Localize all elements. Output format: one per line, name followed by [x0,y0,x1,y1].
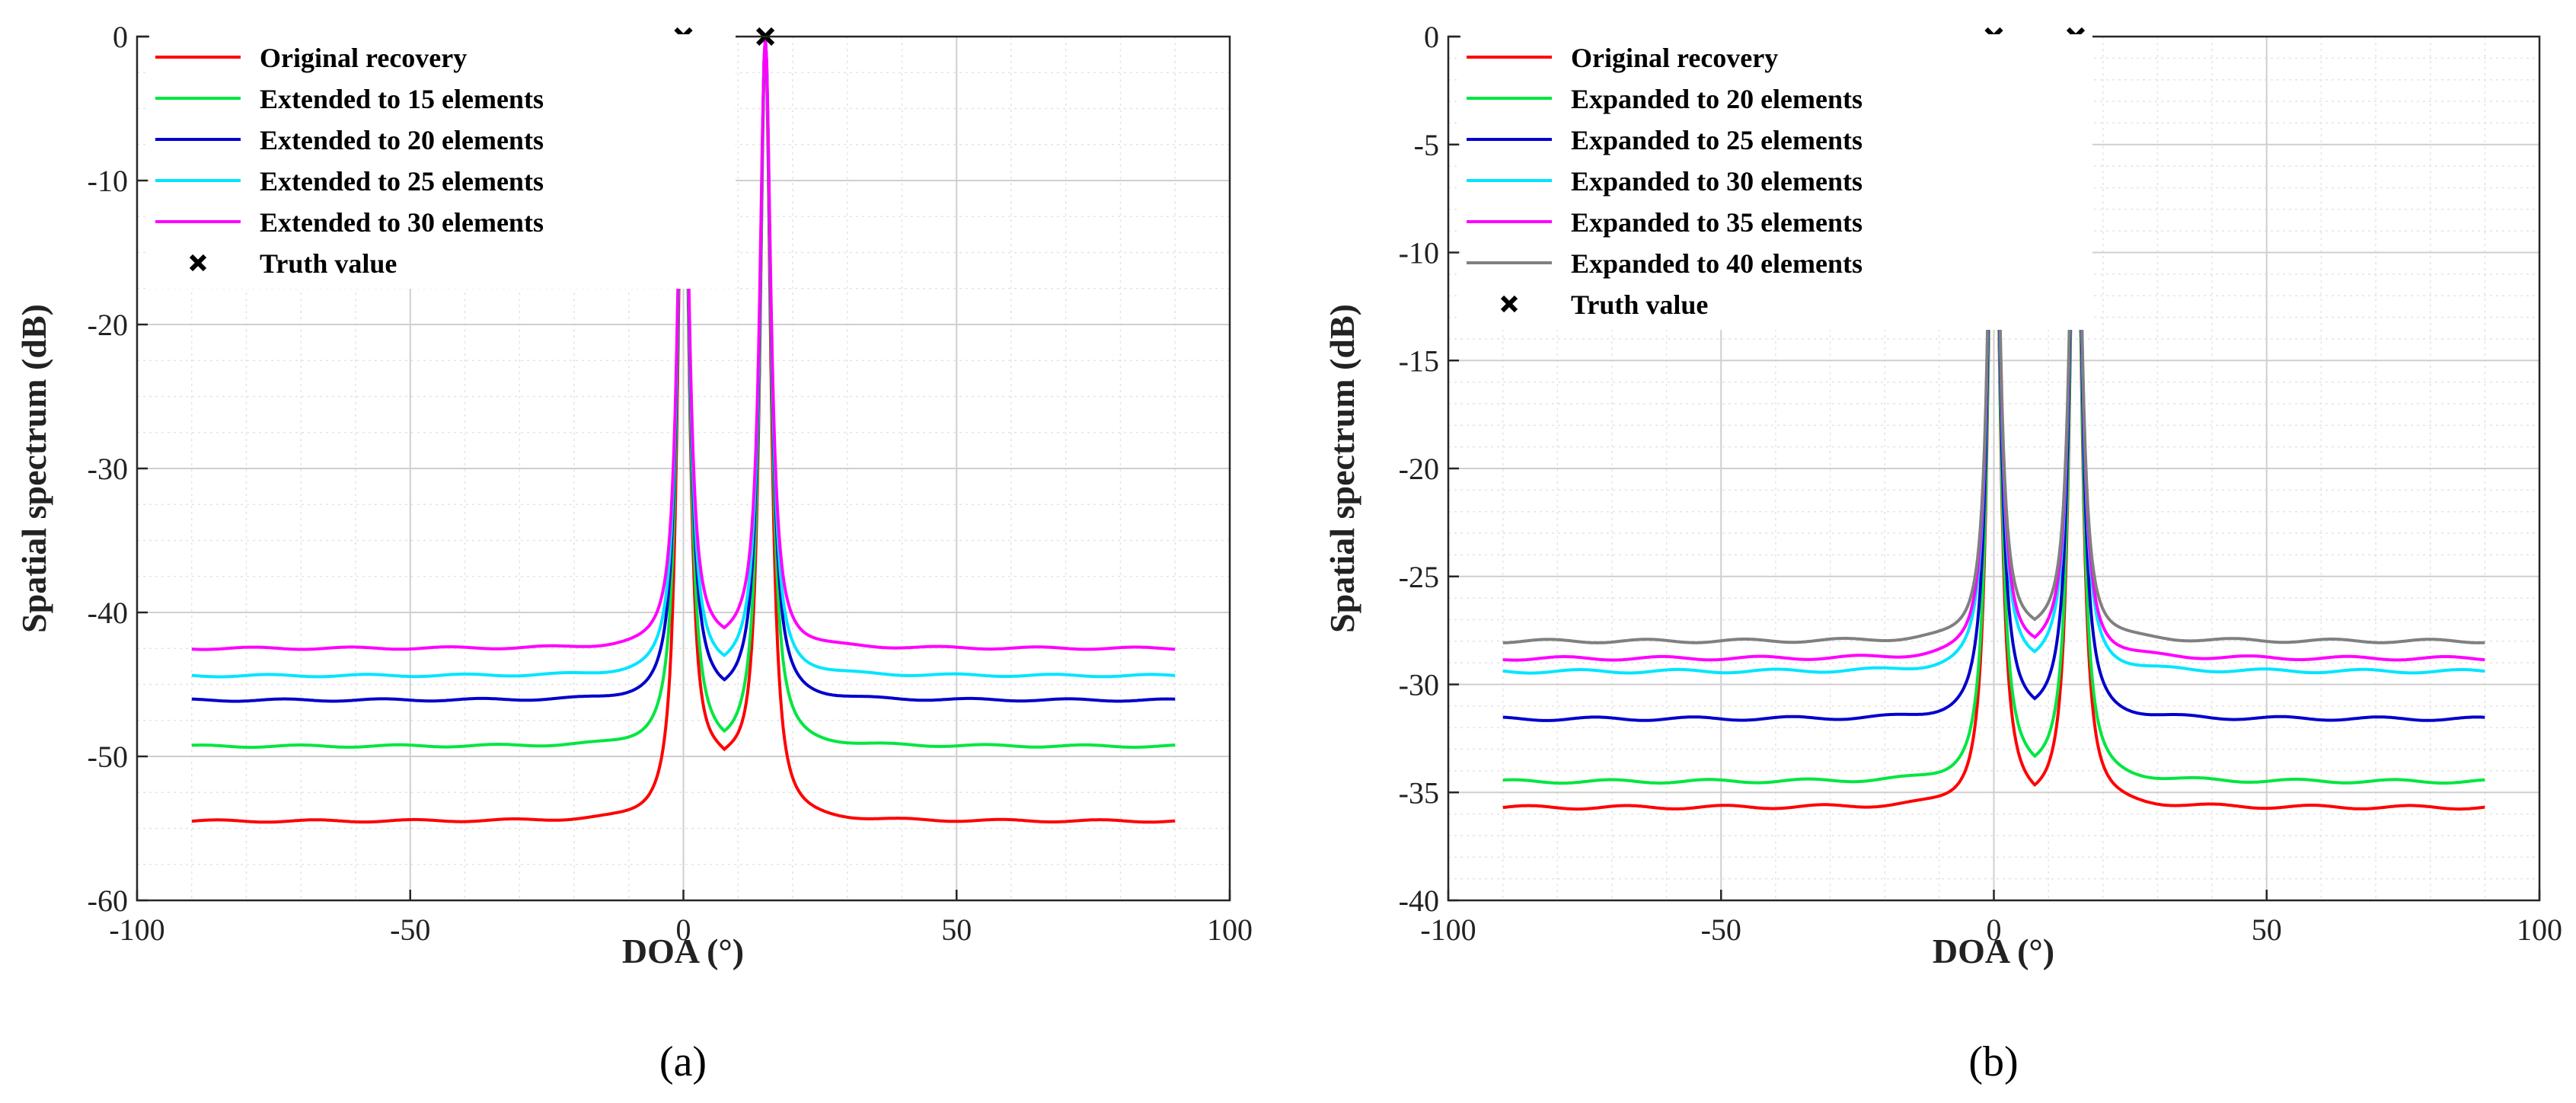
x-tick-label: -100 [109,913,164,947]
legend-label-4: Extended to 25 elements [260,166,544,197]
legend-truth-marker [189,254,207,272]
x-tick-label: 50 [941,913,972,947]
x-axis-label: DOA (°) [622,932,744,970]
x-tick-label: -50 [390,913,430,947]
x-tick-label: -50 [1701,913,1741,947]
legend-background [149,34,736,289]
y-tick-label: -25 [1399,560,1439,594]
legend-label-truth: Truth value [1571,289,1708,320]
y-tick-label: -10 [88,164,128,198]
legend-label-4: Expanded to 30 elements [1571,166,1863,197]
y-tick-label: -40 [88,596,128,630]
x-tick-label: 100 [1207,913,1253,947]
panel-label: (b) [1968,1038,2018,1085]
legend: Original recovery Expanded to 20 elements… [1460,34,2092,330]
legend-label-1: Original recovery [1571,43,1778,73]
legend-label-2: Extended to 15 elements [260,84,544,114]
legend-label-5: Extended to 30 elements [260,207,544,238]
y-tick-label: -30 [88,452,128,486]
legend-label-2: Expanded to 20 elements [1571,84,1863,114]
legend-truth-marker [1500,295,1518,313]
y-axis-label: Spatial spectrum (dB) [1323,304,1361,633]
x-tick-label: -100 [1420,913,1476,947]
y-axis-label: Spatial spectrum (dB) [14,304,53,633]
x-tick-label: 0 [1987,913,2002,947]
y-tick-label: -10 [1399,236,1439,270]
legend: Original recovery Extended to 15 elements… [149,34,736,289]
legend-label-6: Expanded to 40 elements [1571,248,1863,279]
legend-background [1460,34,2092,330]
legend-label-5: Expanded to 35 elements [1571,207,1863,238]
legend-label-3: Expanded to 25 elements [1571,125,1863,155]
y-tick-label: 0 [113,20,128,54]
x-tick-label: 0 [676,913,691,947]
y-tick-label: -5 [1414,128,1439,162]
chart-panel-b: -100 -50 0 50 100-40-35-30-25-20-15-10-50DOA… [1323,20,2562,1085]
panel-label: (a) [659,1038,707,1085]
legend-label-truth: Truth value [260,248,397,279]
x-tick-label: 50 [2252,913,2282,947]
y-tick-label: -15 [1399,344,1439,378]
y-tick-label: -50 [88,740,128,774]
legend-label-1: Original recovery [260,43,467,73]
y-tick-label: -40 [1399,884,1439,918]
y-tick-label: -20 [1399,452,1439,486]
legend-label-3: Extended to 20 elements [260,125,544,155]
y-tick-label: -30 [1399,668,1439,702]
x-axis-label: DOA (°) [1933,932,2054,970]
y-tick-label: -20 [88,308,128,342]
y-tick-label: -35 [1399,775,1439,810]
x-tick-label: 100 [2517,913,2562,947]
legend-truth-stroke [1500,295,1518,313]
tick-labels: -100 -50 0 50 100-60-50-40-30-20-100 [88,20,1253,947]
tick-labels: -100 -50 0 50 100-40-35-30-25-20-15-10-50 [1399,20,2562,947]
y-tick-label: -60 [88,884,128,918]
y-tick-label: 0 [1424,20,1439,54]
legend-truth-stroke [189,254,207,272]
